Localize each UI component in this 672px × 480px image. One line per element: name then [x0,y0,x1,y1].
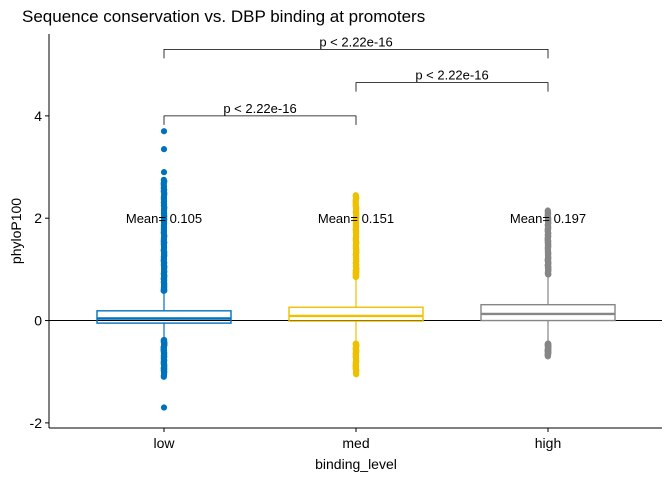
box-group-med [288,192,424,378]
comparison-bracket [163,48,549,59]
outlier-point [544,207,551,214]
comparison-p-value: p < 2.22e-16 [415,68,488,83]
box-iqr [480,303,616,322]
box-iqr [96,310,232,324]
outlier-point [353,371,360,378]
y-axis-ticks: -2 0 2 4 [30,108,49,431]
box-iqr [288,306,424,322]
box-group-low [96,128,232,411]
x-axis-ticks: low med high [153,428,561,451]
y-axis-title: phyloP100 [8,198,24,264]
comparison-med-high: p < 2.22e-16 [355,68,549,92]
x-tick-label: high [535,435,561,451]
comparison-p-value: p < 2.22e-16 [223,101,296,116]
comparison-bracket [355,82,549,92]
plot-area: Mean= 0.105 Mean= 0.151 Mean= 0.197 p < 2.2… [49,34,662,411]
outlier-point [544,353,551,360]
box-group-high [480,207,616,360]
y-tick-label: 2 [34,210,42,226]
comparison-p-value: p < 2.22e-16 [319,34,392,49]
comparison-bracket [163,115,357,125]
outlier-point [160,169,168,176]
x-axis-title: binding_level [315,456,397,472]
y-tick-label: 0 [34,313,42,329]
x-tick-label: med [342,435,369,451]
outlier-point [160,176,167,183]
mean-label-low: Mean= 0.105 [126,211,202,226]
chart-title: Sequence conservation vs. DBP binding at… [22,7,425,26]
y-tick-label: 4 [34,108,42,124]
mean-label-high: Mean= 0.197 [510,211,586,226]
comparison-low-med: p < 2.22e-16 [163,101,357,125]
outlier-point [160,373,167,380]
x-tick-label: low [153,435,175,451]
outlier-point [160,404,168,411]
comparison-low-high: p < 2.22e-16 [163,34,549,59]
mean-label-med: Mean= 0.151 [318,211,394,226]
y-tick-label: -2 [30,415,43,431]
outlier-point [352,192,359,199]
outlier-point [160,146,168,153]
outlier-point [160,128,168,135]
